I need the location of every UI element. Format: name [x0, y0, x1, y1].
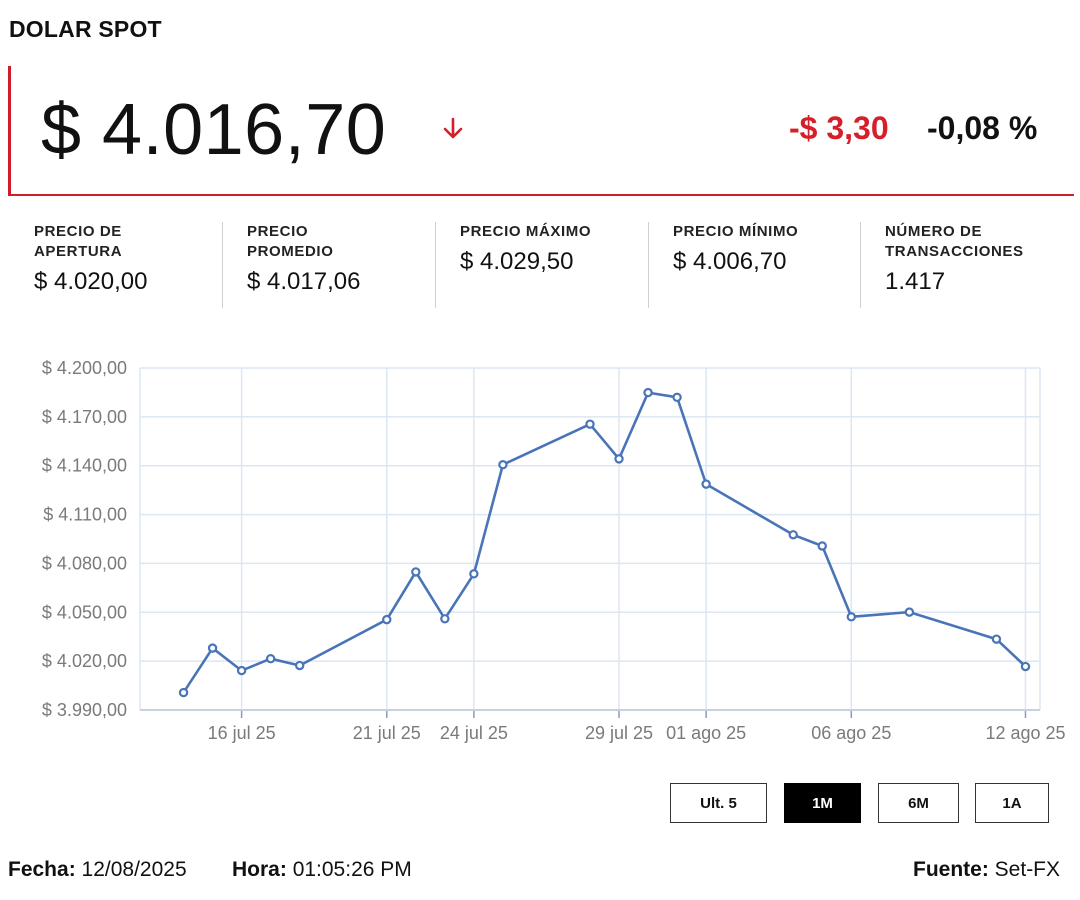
data-point: [236, 665, 247, 676]
data-point: [178, 687, 189, 698]
page-title: DOLAR SPOT: [9, 16, 162, 42]
y-tick-label: $ 4.200,00: [42, 358, 127, 378]
series-line: [182, 391, 1027, 694]
y-tick-label: $ 4.020,00: [42, 651, 127, 671]
stats-row: PRECIO DE APERTURA $ 4.020,00 PRECIO PRO…: [10, 222, 1080, 308]
source-value: Set-FX: [994, 858, 1061, 881]
date-value: 12/08/2025: [81, 858, 187, 881]
data-point: [469, 569, 479, 579]
stat-min-price: PRECIO MÍNIMO $ 4.006,70: [648, 222, 860, 308]
data-point: [207, 643, 218, 653]
data-point: [585, 419, 595, 429]
date-label: Fecha:: [8, 858, 76, 881]
data-point: [788, 530, 798, 540]
price-chart: $ 3.990,00 $ 4.020,00 $ 4.050,00 $ 4.080,00…: [0, 340, 1080, 765]
data-point: [904, 607, 915, 617]
range-button-1m[interactable]: 1M: [784, 783, 861, 823]
y-tick-label: $ 4.170,00: [42, 407, 127, 427]
source-label: Fuente:: [913, 858, 989, 881]
footer-time: Hora: 01:05:26 PM: [232, 858, 412, 882]
data-point: [817, 541, 827, 551]
stat-average-price: PRECIO PROMEDIO $ 4.017,06: [222, 222, 435, 308]
change-percent: -0,08 %: [927, 110, 1038, 146]
stat-max-price: PRECIO MÁXIMO $ 4.029,50: [435, 222, 648, 308]
current-price: $ 4.016,70: [41, 90, 387, 170]
x-tick-label: 01 ago 25: [666, 723, 746, 743]
stat-label: PRECIO MÍNIMO: [673, 223, 799, 240]
x-tick-label: 06 ago 25: [811, 723, 891, 743]
data-point: [846, 612, 856, 622]
stat-value: $ 4.029,50: [460, 248, 574, 275]
y-tick-label: $ 4.080,00: [42, 553, 127, 573]
stat-label: PRECIO PROMEDIO: [247, 223, 334, 260]
stat-value: $ 4.020,00: [34, 268, 148, 295]
change-absolute: -$ 3,30: [789, 110, 889, 146]
data-point: [294, 660, 305, 671]
data-point: [1020, 661, 1031, 672]
data-point: [643, 387, 653, 398]
arrow-down-icon: [441, 116, 465, 147]
y-tick-label: $ 4.050,00: [42, 602, 127, 622]
time-value: 01:05:26 PM: [292, 858, 412, 881]
x-tick-label: 16 jul 25: [208, 723, 276, 743]
stat-value: $ 4.017,06: [247, 268, 361, 295]
data-point: [265, 654, 276, 664]
data-point: [382, 614, 392, 625]
stat-label: PRECIO DE APERTURA: [34, 223, 123, 260]
data-point: [411, 567, 421, 577]
x-tick-label: 21 jul 25: [353, 723, 421, 743]
price-panel: $ 4.016,70 -$ 3,30 -0,08 %: [8, 66, 1074, 196]
footer-source: Fuente: Set-FX: [913, 858, 1060, 882]
y-tick-label: $ 4.110,00: [43, 505, 127, 525]
stat-opening-price: PRECIO DE APERTURA $ 4.020,00: [10, 222, 222, 308]
stat-label: PRECIO MÁXIMO: [460, 223, 592, 240]
data-point: [672, 392, 682, 403]
stat-value: 1.417: [885, 268, 946, 295]
data-point: [991, 634, 1002, 644]
x-tick-label: 29 jul 25: [585, 723, 653, 743]
data-point: [498, 460, 508, 470]
range-button-1a[interactable]: 1A: [975, 783, 1049, 823]
stat-transactions: NÚMERO DE TRANSACCIONES 1.417: [860, 222, 1070, 308]
range-button-ult5[interactable]: Ult. 5: [670, 783, 767, 823]
data-point: [440, 614, 450, 624]
range-button-6m[interactable]: 6M: [878, 783, 959, 823]
stat-value: $ 4.006,70: [673, 248, 787, 275]
x-tick-label: 24 jul 25: [440, 723, 508, 743]
x-tick-label: 12 ago 25: [985, 723, 1065, 743]
y-tick-label: $ 4.140,00: [42, 456, 127, 476]
stat-label: NÚMERO DE TRANSACCIONES: [885, 223, 1024, 260]
time-label: Hora:: [232, 858, 287, 881]
y-tick-label: $ 3.990,00: [42, 700, 127, 720]
data-point: [614, 454, 624, 464]
footer-date: Fecha: 12/08/2025: [8, 858, 187, 882]
data-point: [701, 479, 711, 489]
